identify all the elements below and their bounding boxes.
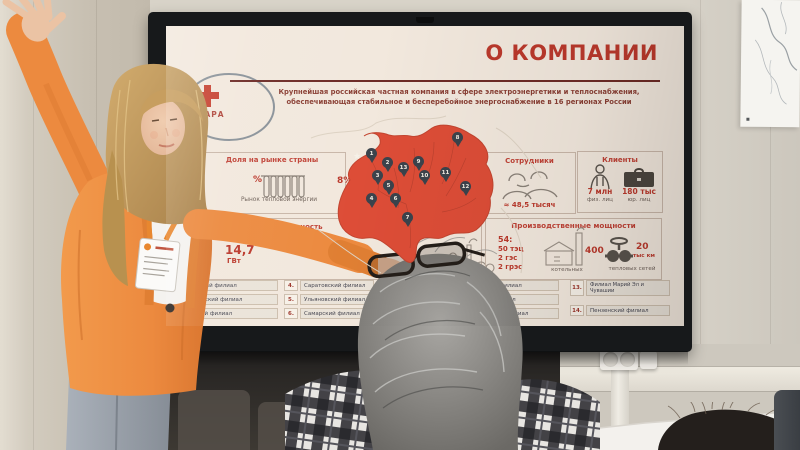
person-icon (590, 164, 610, 190)
heat-market-value: 8% (337, 176, 353, 186)
power-outlet-single (640, 351, 657, 369)
capacity-unit: ГВт (227, 257, 241, 265)
production-box: Производственные мощности 54: 50 тэц 2 г… (485, 218, 662, 280)
employees-value: ≈ 48,5 тысяч (503, 201, 556, 209)
presenter-face (140, 89, 203, 155)
map-pin: 4 (366, 193, 377, 208)
branch-number: 4. (284, 280, 298, 291)
map-pin: 10 (419, 170, 430, 185)
presenter-pointing-arm (183, 209, 390, 278)
map-pin: 8 (452, 132, 463, 147)
wall-trim-strip (552, 366, 800, 392)
branch-name: Пензенский филиал (586, 305, 670, 316)
fur-object (658, 402, 800, 450)
production-total: 54: (498, 235, 513, 244)
russia-map: ★ 1 2 3 4 5 6 7 8 9 10 11 12 13 (306, 108, 546, 283)
branch-number: 5. (284, 294, 298, 305)
audience-head (285, 235, 600, 450)
slide-title: О КОМПАНИИ (485, 41, 658, 65)
clients-title: Клиенты (602, 156, 638, 164)
market-share-title: Доля на рынке страны (225, 156, 319, 164)
production-title: Производственные мощности (511, 221, 636, 230)
networks-value: 20 (636, 242, 649, 252)
wall-seam (33, 0, 34, 450)
chair-back (178, 390, 250, 450)
clients-legal-label: юр. лиц (627, 197, 651, 203)
map-pin: 12 (460, 181, 471, 196)
map-pin: 2 (382, 157, 393, 172)
clients-individuals-value: 7 млн (587, 187, 613, 196)
map-pin: 1 (366, 148, 377, 163)
clients-legal-value: 180 тыс (622, 187, 656, 196)
intro-line-2: обеспечивающая стабильное и бесперебойно… (286, 98, 632, 106)
poster-map-lines (746, 1, 798, 121)
wall-seam (770, 0, 771, 450)
map-pin: 11 (440, 167, 451, 182)
wall-map-poster (740, 0, 800, 128)
market-left-value: % (253, 175, 263, 185)
boiler-house-icon (543, 227, 585, 266)
socket (620, 352, 635, 367)
map-pin: 6 (390, 193, 401, 208)
map-pin: 13 (398, 162, 409, 177)
capital-star-icon: ★ (353, 152, 362, 162)
boilers-value: 400 (585, 246, 604, 256)
blazer-button (165, 303, 175, 313)
networks-label: тепловых сетей (608, 266, 656, 272)
valve-icon (605, 237, 633, 262)
production-plant-2: 2 гэс (498, 254, 518, 262)
presenter-raised-hand (2, 0, 66, 42)
branch-number: 6. (284, 308, 298, 319)
briefcase-icon (624, 168, 654, 187)
map-pin: 3 (372, 170, 383, 185)
boilers-label: котельных (551, 267, 583, 273)
clients-box: Клиенты 7 млн физ. лиц 180 тыс юр. лиц (577, 151, 663, 213)
socket (603, 352, 618, 367)
branch-name: Филиал Марий Эл и Чувашии (586, 280, 670, 296)
title-underline (230, 80, 660, 82)
map-pin: 5 (383, 180, 394, 195)
cable-trunking (611, 344, 629, 450)
workers-icon (502, 171, 558, 200)
radiator-icon (261, 175, 305, 198)
dark-object-right (774, 390, 800, 450)
production-plant-1: 50 тэц (498, 245, 524, 253)
map-graphic (310, 115, 542, 274)
map-red-regions (337, 124, 494, 263)
branch-number: 14. (570, 305, 584, 316)
capacity-value: 14,7 (225, 243, 255, 257)
logo-text: МАРА (196, 110, 225, 119)
presenter-badge (134, 237, 181, 293)
audience-hair (357, 235, 523, 450)
networks-unit: тыс км (633, 253, 655, 259)
intro-line-1: Крупнейшая российская частная компания в… (278, 88, 640, 96)
branch-number: 13. (570, 280, 584, 296)
clients-individuals-label: физ. лиц (587, 197, 613, 203)
power-outlet-double (600, 349, 638, 370)
plus-icon (196, 85, 219, 107)
tv-brand-logo (416, 17, 434, 23)
intro-paragraph: Крупнейшая российская частная компания в… (244, 87, 674, 107)
map-pin: 9 (413, 156, 424, 171)
production-plant-3: 2 грэс (498, 263, 523, 271)
map-pin: 7 (402, 212, 413, 227)
audience-shoulder-right (505, 379, 600, 450)
market-share-box: Доля на рынке страны % 8% Рынок тепловой… (198, 152, 352, 214)
heat-market-label: Рынок тепловой энергии (240, 197, 318, 203)
presenter-raised-arm (6, 12, 114, 206)
eyeglasses-icon (367, 241, 486, 279)
wall-seam (700, 0, 701, 450)
